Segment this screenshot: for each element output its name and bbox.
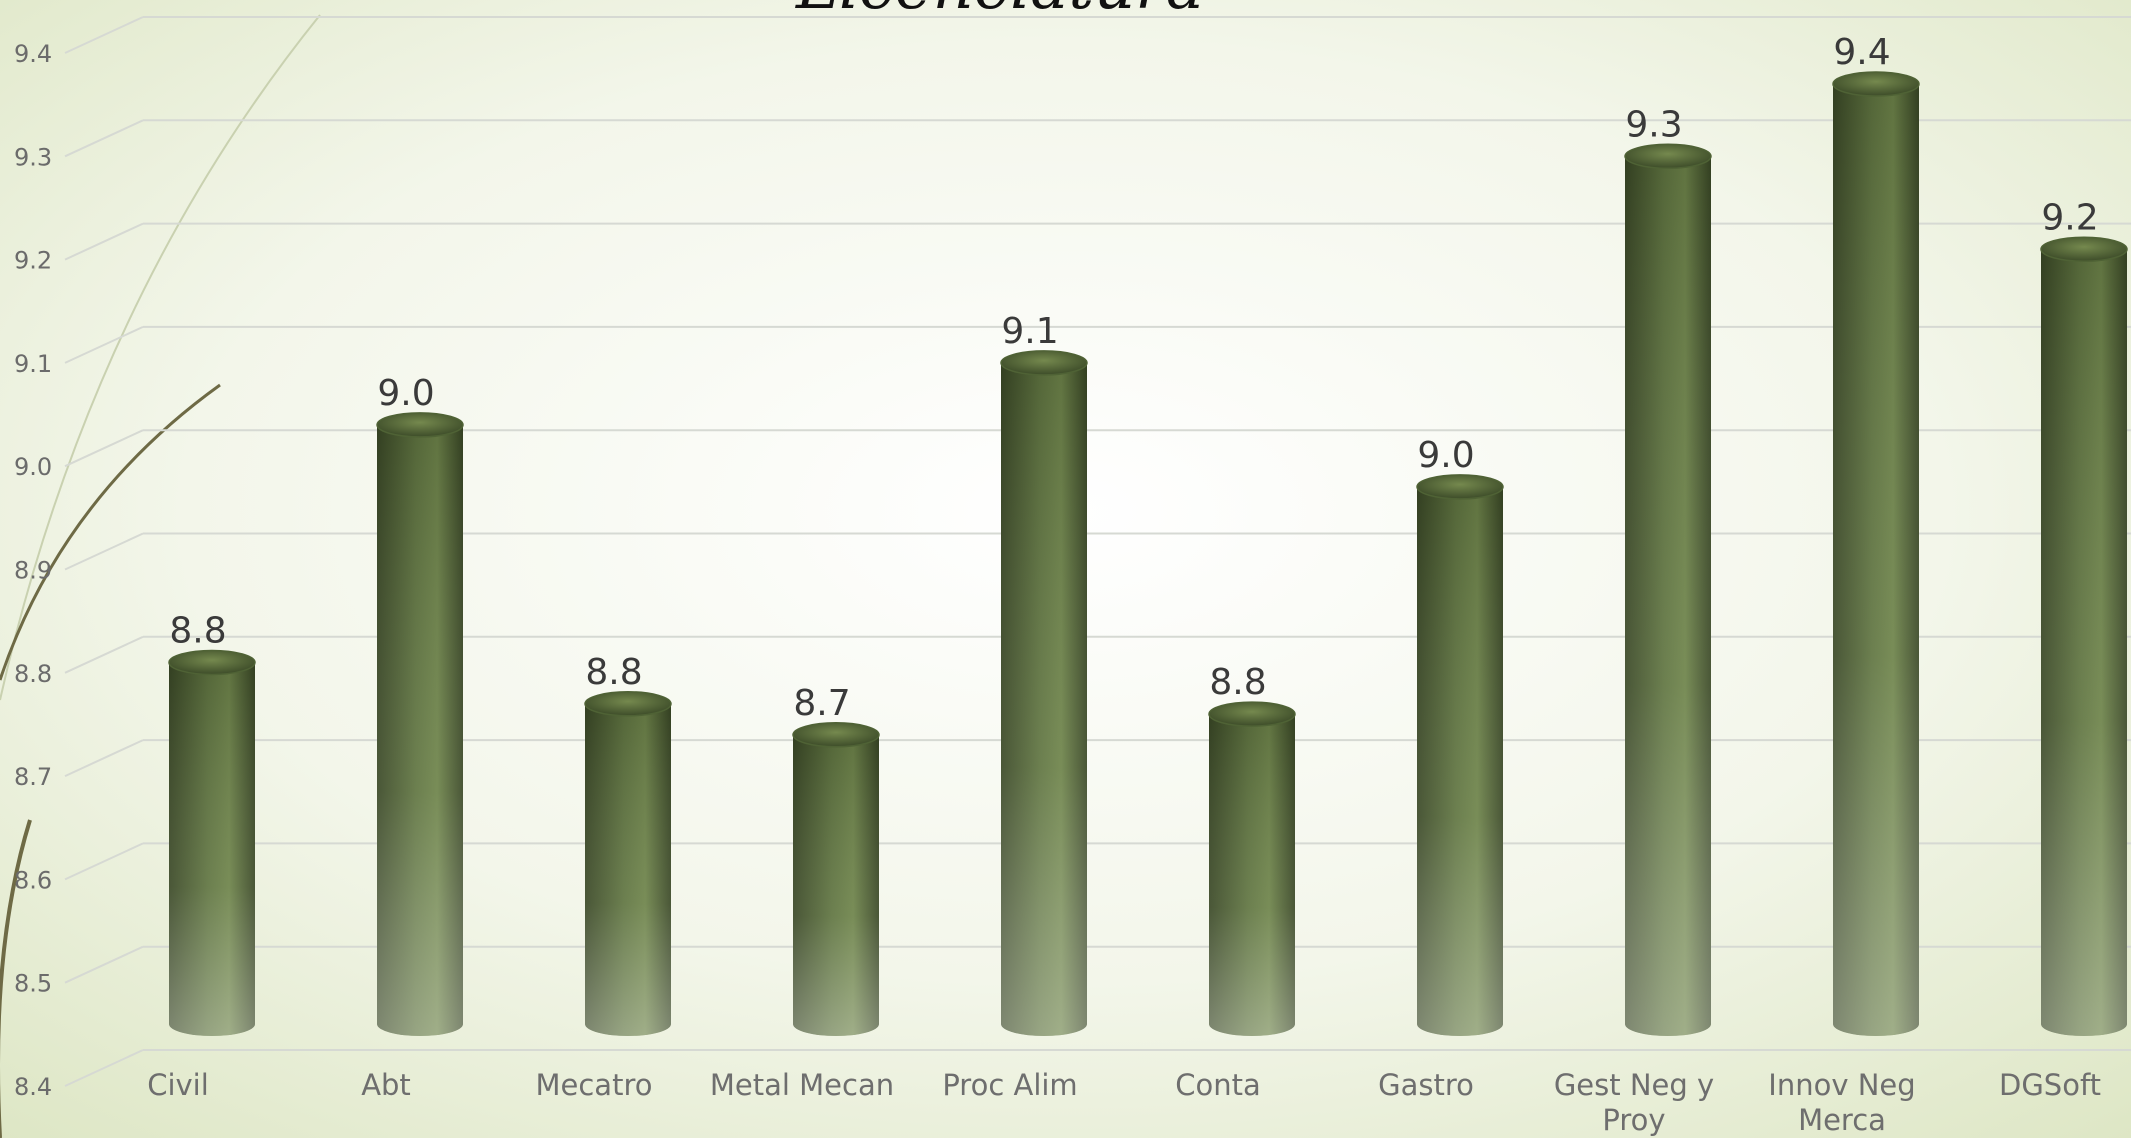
y-tick-label: 9.1 (14, 350, 52, 378)
y-tick-label: 8.5 (14, 970, 52, 998)
y-axis-tick-labels: 8.4 8.5 8.6 8.7 8.8 8.9 9.0 9.1 9.2 9.3 9.4 (14, 40, 52, 1101)
y-tick-label: 9.4 (14, 40, 52, 68)
bar (1000, 350, 1088, 1036)
gridline-depth (64, 119, 144, 158)
category-label: Gest Neg y (1554, 1068, 1714, 1102)
swoosh-line (0, 14, 321, 701)
bar (168, 649, 256, 1036)
bar-cap (1416, 474, 1504, 500)
gridline-depth (64, 842, 144, 881)
chart-title: Licenciatura (795, 0, 1204, 24)
bar-cap (1832, 71, 1920, 97)
gridlines (64, 16, 2131, 1087)
gridline-depth (64, 532, 144, 571)
bar (1832, 71, 1920, 1037)
bar-shading (377, 424, 463, 1036)
y-tick-label: 9.2 (14, 247, 52, 275)
bar-cap (1208, 701, 1296, 727)
gridline-depth (64, 222, 144, 261)
bar-shading (1417, 486, 1503, 1036)
y-tick-label: 8.4 (14, 1073, 52, 1101)
data-label: 9.1 (1001, 311, 1058, 352)
category-label: Proc Alim (942, 1068, 1077, 1102)
swoosh-line (0, 383, 221, 681)
data-label: 8.8 (1209, 662, 1266, 703)
bar-shading (1833, 83, 1919, 1037)
bar-cap (2040, 236, 2128, 263)
bar (376, 412, 464, 1036)
data-label: 9.2 (2041, 197, 2098, 238)
category-label: DGSoft (1999, 1068, 2101, 1102)
bar-cap (376, 412, 464, 438)
bar-shading (793, 734, 879, 1036)
gridline-depth (64, 635, 144, 674)
category-labels: Civil Abt Mecatro Metal Mecan Proc Alim Conta… (147, 1068, 2101, 1137)
y-tick-label: 8.6 (14, 866, 52, 894)
bar-shading (1625, 156, 1711, 1037)
bar-cap (1624, 143, 1712, 170)
bar-shading (585, 703, 671, 1036)
data-label: 8.8 (169, 610, 226, 651)
gridline-depth (64, 1049, 144, 1087)
bar-shading (169, 662, 255, 1036)
category-label: Civil (147, 1068, 209, 1102)
bar-shading (1209, 714, 1295, 1036)
y-tick-label: 8.9 (14, 557, 52, 585)
bar-shading (2041, 249, 2127, 1036)
y-tick-label: 9.0 (14, 453, 52, 481)
gridline-depth (64, 945, 144, 984)
category-label: Abt (361, 1068, 411, 1102)
bar (2040, 236, 2128, 1036)
data-labels: 8.8 9.0 8.8 8.7 9.1 8.8 9.0 9.3 9.4 9.2 (169, 32, 2098, 724)
bar (1416, 474, 1504, 1036)
category-label: Mecatro (536, 1068, 653, 1102)
decorative-swoosh (0, 14, 321, 1138)
gridline-depth (64, 16, 144, 54)
data-label: 9.0 (377, 373, 434, 414)
data-label: 8.8 (585, 652, 642, 693)
category-label: Gastro (1378, 1068, 1474, 1102)
bar (792, 722, 880, 1036)
bar-cap (584, 691, 672, 717)
bar-cap (1000, 350, 1088, 376)
bars (168, 71, 2128, 1037)
data-label: 8.7 (793, 683, 850, 724)
category-label: Merca (1798, 1103, 1886, 1137)
y-tick-label: 8.7 (14, 763, 52, 791)
y-tick-label: 9.3 (14, 143, 52, 171)
gridline-depth (64, 739, 144, 778)
category-label: Metal Mecan (710, 1068, 894, 1102)
bar (1208, 701, 1296, 1036)
data-label: 9.3 (1625, 104, 1682, 145)
swoosh-line (0, 819, 32, 1138)
category-label: Conta (1175, 1068, 1261, 1102)
gridline-depth (64, 429, 144, 468)
bar-cap (792, 722, 880, 748)
data-label: 9.4 (1833, 32, 1890, 73)
category-label: Proy (1602, 1103, 1665, 1137)
category-label: Innov Neg (1768, 1068, 1915, 1102)
gridline-depth (64, 325, 144, 364)
y-tick-label: 8.8 (14, 660, 52, 688)
bar (1624, 143, 1712, 1037)
bar-cap (168, 649, 256, 676)
bar-shading (1001, 362, 1087, 1036)
bar (584, 691, 672, 1036)
data-label: 9.0 (1417, 435, 1474, 476)
